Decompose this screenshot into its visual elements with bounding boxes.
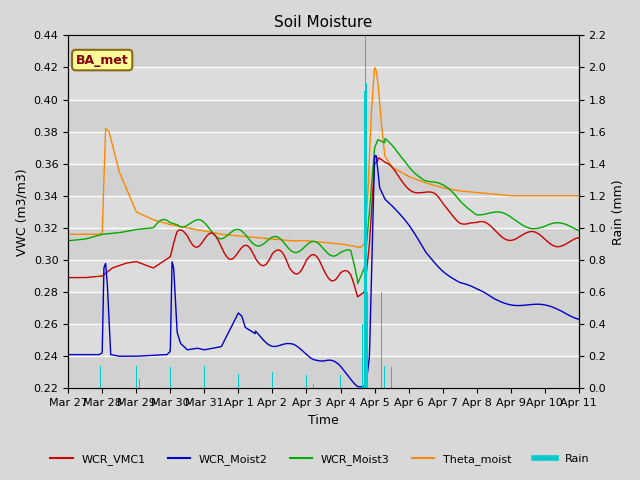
- Bar: [68, 356, 579, 388]
- Bar: [68, 260, 579, 292]
- Y-axis label: VWC (m3/m3): VWC (m3/m3): [15, 168, 28, 256]
- Bar: [68, 324, 579, 356]
- Title: Soil Moisture: Soil Moisture: [275, 15, 372, 30]
- Bar: [68, 99, 579, 132]
- Bar: [68, 292, 579, 324]
- Legend: WCR_VMC1, WCR_Moist2, WCR_Moist3, Theta_moist, Rain: WCR_VMC1, WCR_Moist2, WCR_Moist3, Theta_…: [46, 450, 594, 469]
- Bar: [68, 196, 579, 228]
- Bar: [68, 67, 579, 99]
- Text: BA_met: BA_met: [76, 54, 129, 67]
- Bar: [68, 228, 579, 260]
- Bar: [68, 132, 579, 164]
- X-axis label: Time: Time: [308, 414, 339, 427]
- Bar: [68, 36, 579, 67]
- Bar: [68, 164, 579, 196]
- Y-axis label: Rain (mm): Rain (mm): [612, 179, 625, 245]
